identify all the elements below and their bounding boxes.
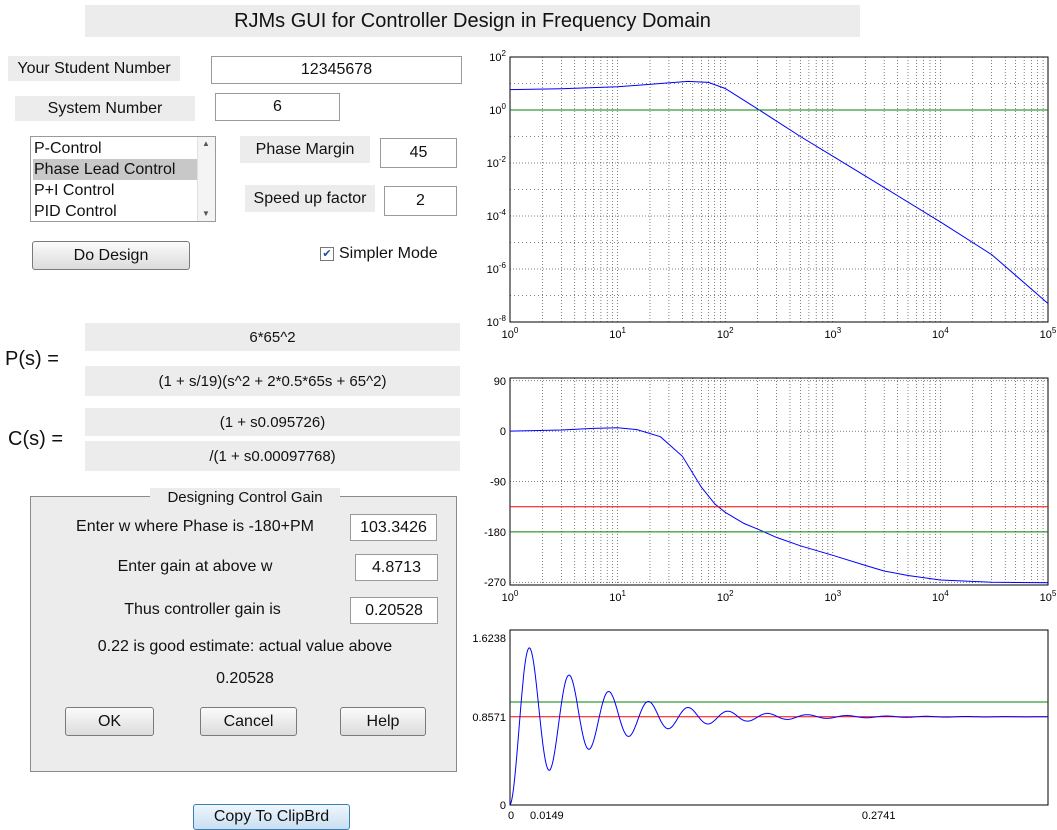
copy-to-clipboard-button[interactable]: Copy To ClipBrd <box>193 804 350 830</box>
app-title: RJMs GUI for Controller Design in Freque… <box>85 5 860 37</box>
response-line <box>509 80 1049 304</box>
phase-margin-label: Phase Margin <box>240 136 370 163</box>
x-tick-label: 101 <box>609 589 626 604</box>
controller-label: C(s) = <box>8 427 63 450</box>
scroll-down-arrow-icon[interactable]: ▼ <box>202 209 210 218</box>
system-number-input[interactable]: 6 <box>215 93 340 121</box>
simpler-mode-checkbox[interactable]: ✔ Simpler Mode <box>320 242 460 266</box>
do-design-button[interactable]: Do Design <box>32 241 190 270</box>
controller-numerator: (1 + s0.095726) <box>85 408 460 436</box>
ok-button[interactable]: OK <box>65 707 154 736</box>
plot-area <box>509 377 1049 586</box>
gain-at-w-input[interactable]: 4.8713 <box>355 554 438 581</box>
x-tick-label: 102 <box>717 589 734 604</box>
list-item[interactable]: P-Control <box>34 140 102 157</box>
y-tick-label: 10-4 <box>487 208 507 223</box>
y-tick-label: 0 <box>500 800 506 812</box>
phase-plot: 100 101 102 103 104 105 90 0 -90 -180 -270 <box>484 376 1057 604</box>
speed-up-factor-label: Speed up factor <box>245 185 375 212</box>
x-tick-label: 104 <box>932 326 949 341</box>
plant-denominator: (1 + s/19)(s^2 + 2*0.5*65s + 65^2) <box>85 366 460 396</box>
x-tick-label: 102 <box>717 326 734 341</box>
y-tick-label: 0.8571 <box>472 712 506 724</box>
x-tick-label: 0.2741 <box>862 810 896 822</box>
plant-label: P(s) = <box>5 347 59 370</box>
x-tick-label: 103 <box>824 589 841 604</box>
x-tick-label: 0 <box>508 810 514 822</box>
x-tick-label: 105 <box>1040 589 1057 604</box>
controller-gain-label: Thus controller gain is <box>124 601 281 618</box>
response-line <box>509 647 1048 806</box>
y-tick-label: 102 <box>489 49 506 64</box>
crossover-w-input[interactable]: 103.3426 <box>350 514 437 541</box>
system-number-label: System Number <box>15 96 195 121</box>
y-tick-label: -270 <box>484 577 506 589</box>
speed-up-factor-input[interactable]: 2 <box>384 186 457 216</box>
y-tick-label: 0 <box>500 426 506 438</box>
y-tick-label: 10-2 <box>487 155 507 170</box>
student-number-input[interactable]: 12345678 <box>211 56 462 84</box>
y-tick-label: -180 <box>484 527 506 539</box>
crossover-w-label: Enter w where Phase is -180+PM <box>76 518 314 535</box>
x-tick-label: 105 <box>1040 326 1057 341</box>
x-tick-label: 101 <box>609 326 626 341</box>
student-number-label: Your Student Number <box>8 56 180 81</box>
controller-denominator: /(1 + s0.00097768) <box>85 441 460 471</box>
list-item[interactable]: PID Control <box>34 203 117 220</box>
actual-gain-value: 0.20528 <box>216 670 274 687</box>
x-tick-label: 0.0149 <box>530 810 564 822</box>
scroll-up-arrow-icon[interactable]: ▲ <box>202 139 210 148</box>
step-response-plot: 0 0.8571 1.6238 0 0.0149 0.2741 <box>472 629 1049 822</box>
gain-at-w-label: Enter gain at above w <box>117 558 273 575</box>
y-tick-label: -90 <box>490 477 506 489</box>
response-line <box>509 427 1049 584</box>
y-tick-label: 10-6 <box>487 261 507 276</box>
cancel-button[interactable]: Cancel <box>200 707 297 736</box>
y-tick-label: 100 <box>489 102 506 117</box>
x-tick-label: 100 <box>502 326 519 341</box>
x-tick-label: 104 <box>932 589 949 604</box>
help-button[interactable]: Help <box>340 707 426 736</box>
y-tick-label: 10-8 <box>487 314 507 329</box>
controller-gain-input[interactable]: 0.20528 <box>350 597 438 624</box>
checkbox-checked-icon[interactable]: ✔ <box>320 247 334 261</box>
controller-type-listbox[interactable]: P-Control Phase Lead Control P+I Control… <box>30 136 216 222</box>
control-gain-panel-title: Designing Control Gain <box>150 488 340 506</box>
y-tick-label: 90 <box>494 376 506 388</box>
list-item[interactable]: P+I Control <box>34 182 115 199</box>
x-tick-label: 103 <box>824 326 841 341</box>
plant-numerator: 6*65^2 <box>85 323 460 351</box>
y-tick-label: 1.6238 <box>472 633 506 645</box>
phase-margin-input[interactable]: 45 <box>380 138 457 168</box>
x-tick-label: 100 <box>502 589 519 604</box>
estimate-text: 0.22 is good estimate: actual value abov… <box>97 638 393 655</box>
listbox-scrollbar[interactable]: ▲ ▼ <box>197 137 215 221</box>
list-item[interactable]: Phase Lead Control <box>33 159 198 180</box>
simpler-mode-label: Simpler Mode <box>339 245 438 262</box>
magnitude-plot: 100 101 102 103 104 105 102 100 10-2 10-4 10-6 10-8 <box>487 49 1057 341</box>
